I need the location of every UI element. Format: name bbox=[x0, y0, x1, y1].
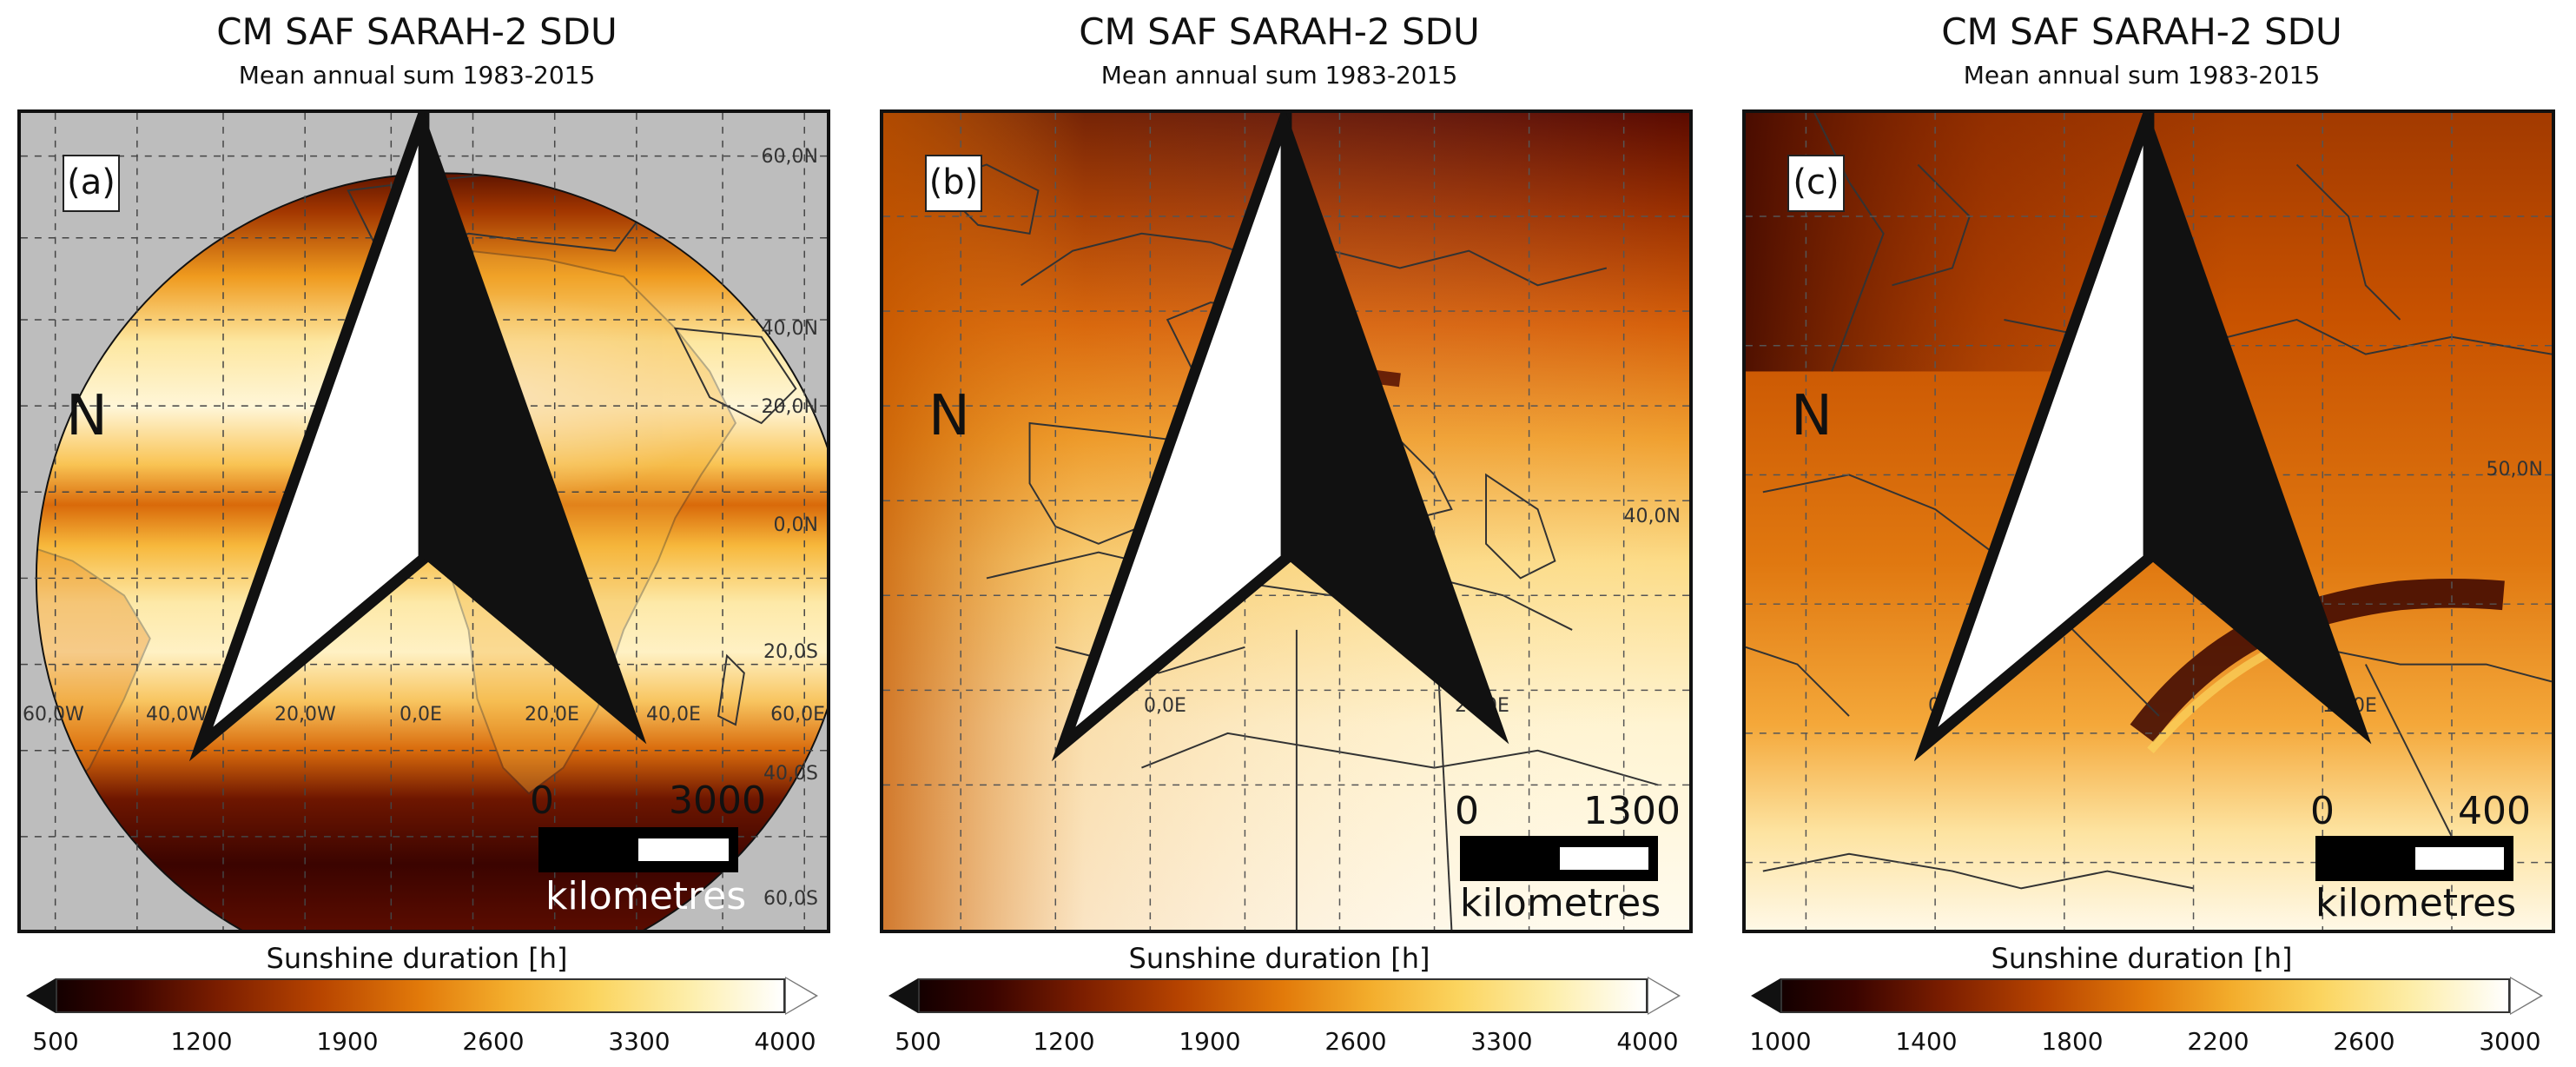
colorbar-title: Sunshine duration [h] bbox=[266, 942, 568, 975]
grid-label: 40,0S bbox=[763, 763, 818, 785]
scale-zero-label: 0 bbox=[1455, 789, 1479, 833]
colorbar-tick-label: 3000 bbox=[2479, 1027, 2541, 1056]
colorbar-tick-label: 4000 bbox=[1616, 1027, 1679, 1056]
north-label: N bbox=[928, 384, 970, 448]
colorbar bbox=[56, 978, 785, 1013]
colorbar-tick-label: 1200 bbox=[1033, 1027, 1095, 1056]
grid-label: 60,0W bbox=[23, 704, 84, 726]
grid-label: 50,0N bbox=[2486, 459, 2543, 480]
colorbar-title: Sunshine duration [h] bbox=[1128, 942, 1430, 975]
scale-bar-segment bbox=[1560, 847, 1648, 870]
scale-bar bbox=[1460, 836, 1658, 881]
colorbar-max-extend bbox=[1648, 978, 1678, 1013]
scale-unit-label: kilometres bbox=[1460, 881, 1661, 925]
panel-label: (a) bbox=[63, 155, 120, 212]
grid-label: 60,0S bbox=[763, 888, 818, 910]
colorbar-tick-label: 1900 bbox=[316, 1027, 379, 1056]
map-frame: 40,0N 0,0E 20,0E (b) N 0 1300 kilometres bbox=[880, 109, 1693, 933]
colorbar-min-extend bbox=[888, 978, 918, 1013]
scale-bar-segment bbox=[2415, 847, 2504, 870]
colorbar-tick-label: 3300 bbox=[1470, 1027, 1533, 1056]
panel-subtitle: Mean annual sum 1983-2015 bbox=[238, 61, 596, 89]
colorbar-tick-label: 2600 bbox=[1324, 1027, 1387, 1056]
colorbar-min-extend bbox=[1751, 978, 1780, 1013]
scale-bar bbox=[538, 827, 738, 872]
scale-bar-segment bbox=[638, 838, 729, 861]
colorbar-tick-label: 1000 bbox=[1749, 1027, 1812, 1056]
north-arrow-icon bbox=[1051, 113, 1509, 762]
north-label: N bbox=[66, 384, 108, 448]
panel-title: CM SAF SARAH-2 SDU bbox=[1941, 10, 2342, 53]
colorbar-min-extend bbox=[26, 978, 56, 1013]
grid-label: 0,0E bbox=[400, 704, 442, 726]
scale-unit-label: kilometres bbox=[545, 874, 747, 918]
panel-title: CM SAF SARAH-2 SDU bbox=[216, 10, 618, 53]
colorbar-tick-label: 500 bbox=[895, 1027, 941, 1056]
grid-label: 20,0W bbox=[274, 704, 336, 726]
scale-unit-label: kilometres bbox=[2315, 881, 2517, 925]
panel-a: CM SAF SARAH-2 SDU Mean annual sum 1983-… bbox=[0, 0, 834, 1067]
map-frame: 60,0N 40,0N 20,0N 0,0N 20,0S 40,0S 60,0S… bbox=[17, 109, 830, 933]
panel-label: (b) bbox=[925, 155, 982, 212]
scale-max-label: 1300 bbox=[1583, 789, 1681, 833]
panel-subtitle: Mean annual sum 1983-2015 bbox=[1963, 61, 2321, 89]
scale-max-label: 3000 bbox=[669, 779, 766, 823]
grid-label: 40,0E bbox=[646, 704, 701, 726]
panel-c: CM SAF SARAH-2 SDU Mean annual sum 1983-… bbox=[1725, 0, 2559, 1067]
scale-max-label: 400 bbox=[2458, 789, 2531, 833]
scale-bar bbox=[2315, 836, 2513, 881]
scale-zero-label: 0 bbox=[530, 779, 554, 823]
north-arrow-icon bbox=[188, 113, 647, 762]
panel-b: CM SAF SARAH-2 SDU Mean annual sum 1983-… bbox=[862, 0, 1696, 1067]
scale-zero-label: 0 bbox=[2310, 789, 2335, 833]
colorbar-tick-label: 2600 bbox=[2333, 1027, 2395, 1056]
colorbar bbox=[1780, 978, 2510, 1013]
grid-label: 40,0W bbox=[146, 704, 208, 726]
colorbar-tick-label: 1800 bbox=[2041, 1027, 2104, 1056]
grid-label: 60,0N bbox=[761, 146, 818, 168]
panel-label: (c) bbox=[1787, 155, 1845, 212]
colorbar-title: Sunshine duration [h] bbox=[1991, 942, 2293, 975]
colorbar-max-extend bbox=[786, 978, 816, 1013]
colorbar-tick-label: 2200 bbox=[2187, 1027, 2249, 1056]
colorbar-tick-label: 1400 bbox=[1895, 1027, 1958, 1056]
grid-label: 20,0S bbox=[763, 641, 818, 663]
grid-label: 40,0N bbox=[1623, 506, 1681, 527]
colorbar-tick-label: 500 bbox=[32, 1027, 79, 1056]
colorbar bbox=[918, 978, 1648, 1013]
colorbar-tick-label: 3300 bbox=[608, 1027, 670, 1056]
north-arrow-icon bbox=[1913, 113, 2372, 762]
colorbar-tick-label: 1900 bbox=[1179, 1027, 1241, 1056]
colorbar-tick-label: 1200 bbox=[170, 1027, 233, 1056]
grid-label: 40,0N bbox=[761, 318, 818, 340]
grid-label: 60,0E bbox=[770, 704, 825, 726]
colorbar-tick-label: 2600 bbox=[462, 1027, 525, 1056]
grid-label: 20,0E bbox=[525, 704, 579, 726]
grid-label: 20,0N bbox=[761, 396, 818, 418]
panel-title: CM SAF SARAH-2 SDU bbox=[1079, 10, 1480, 53]
panel-subtitle: Mean annual sum 1983-2015 bbox=[1100, 61, 1458, 89]
map-frame: 50,0N 0,0E 10,0E (c) N 0 400 kilometres bbox=[1742, 109, 2555, 933]
grid-label: 0,0E bbox=[1144, 695, 1186, 717]
colorbar-tick-label: 4000 bbox=[754, 1027, 816, 1056]
colorbar-max-extend bbox=[2511, 978, 2540, 1013]
north-label: N bbox=[1791, 384, 1833, 448]
grid-label: 0,0N bbox=[773, 514, 818, 536]
